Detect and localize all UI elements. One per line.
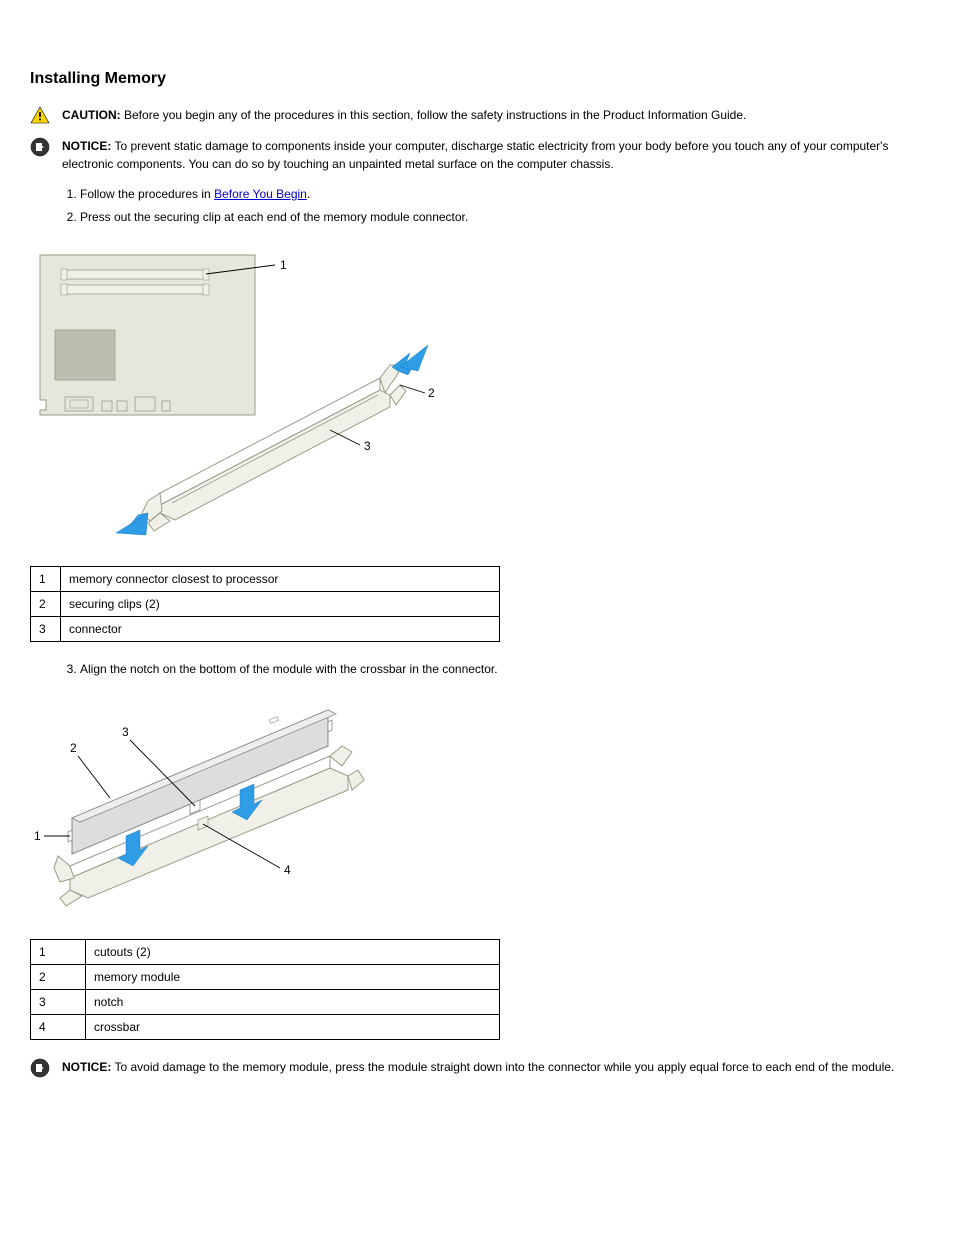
table-cell: memory module [86,964,500,989]
table-row: 3 notch [31,989,500,1014]
table-cell: securing clips (2) [61,592,500,617]
notice-circle-icon [30,1058,54,1081]
table-row: 2 securing clips (2) [31,592,500,617]
table-cell: 2 [31,964,86,989]
fig2-label-1: 1 [34,829,41,843]
figure-1: 1 [30,245,924,548]
fig1-label-2: 2 [428,386,435,400]
step-1: Follow the procedures in Before You Begi… [80,185,924,204]
fig1-label-1: 1 [280,258,287,272]
table-cell: 4 [31,1014,86,1039]
fig2-label-4: 4 [284,863,291,877]
callout-table-2: 1 cutouts (2) 2 memory module 3 notch 4 … [30,939,500,1040]
steps-list-2: Align the notch on the bottom of the mod… [30,660,924,679]
table-cell: memory connector closest to processor [61,567,500,592]
step-2: Press out the securing clip at each end … [80,208,924,227]
fig1-label-3: 3 [364,439,371,453]
caution-label: CAUTION: [62,108,121,122]
table-cell: 2 [31,592,61,617]
notice1-body: To prevent static damage to components i… [62,139,888,171]
notice2-label: NOTICE: [62,1060,111,1074]
table-row: 3 connector [31,617,500,642]
notice1-label: NOTICE: [62,139,111,153]
notice2-text: NOTICE: To avoid damage to the memory mo… [62,1058,924,1076]
table-cell: crossbar [86,1014,500,1039]
warning-triangle-icon [30,106,54,127]
step-1-suffix: . [307,187,310,201]
table-cell: 3 [31,617,61,642]
notice-circle-icon [30,137,54,160]
notice1-text: NOTICE: To prevent static damage to comp… [62,137,924,173]
fig2-label-2: 2 [70,741,77,755]
notice2-body: To avoid damage to the memory module, pr… [111,1060,894,1074]
table-row: 1 memory connector closest to processor [31,567,500,592]
table-cell: cutouts (2) [86,939,500,964]
table-row: 1 cutouts (2) [31,939,500,964]
table-cell: 1 [31,939,86,964]
table-cell: notch [86,989,500,1014]
fig2-label-3: 3 [122,725,129,739]
table-row: 4 crossbar [31,1014,500,1039]
step-3: Align the notch on the bottom of the mod… [80,660,924,679]
callout-table-1: 1 memory connector closest to processor … [30,566,500,642]
step-1-prefix: Follow the procedures in [80,187,214,201]
figure-2: 1 2 3 4 [30,698,924,921]
before-you-begin-link[interactable]: Before You Begin [214,187,307,201]
table-cell: 1 [31,567,61,592]
page-title: Installing Memory [30,70,924,88]
table-cell: 3 [31,989,86,1014]
caution-text: CAUTION: Before you begin any of the pro… [62,106,924,124]
table-cell: connector [61,617,500,642]
table-row: 2 memory module [31,964,500,989]
steps-list-1: Follow the procedures in Before You Begi… [30,185,924,227]
caution-body: Before you begin any of the procedures i… [121,108,747,122]
